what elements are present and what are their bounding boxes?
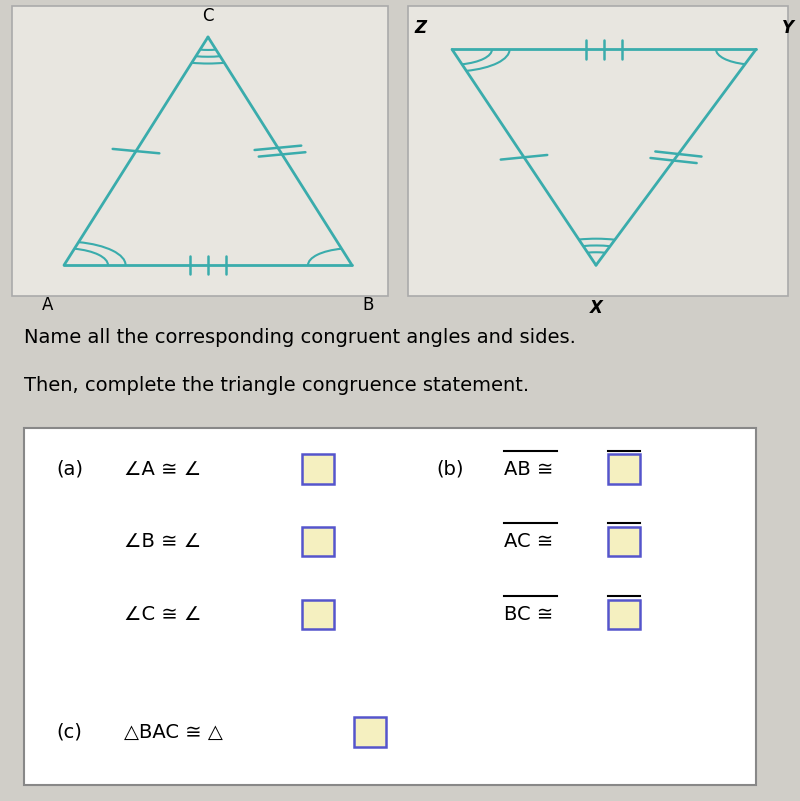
Bar	[302, 454, 334, 484]
Text: ∠A ≅ ∠: ∠A ≅ ∠	[124, 460, 202, 479]
Text: Z: Z	[414, 19, 426, 37]
Text: (b): (b)	[436, 460, 463, 479]
Bar	[302, 527, 334, 557]
Text: X: X	[590, 299, 602, 317]
Bar	[12, 6, 388, 296]
Text: Y: Y	[782, 19, 794, 37]
Bar	[408, 6, 788, 296]
Bar	[608, 600, 640, 629]
Text: AB ≅: AB ≅	[504, 460, 554, 479]
Bar	[354, 718, 386, 747]
Text: B: B	[362, 296, 374, 314]
Text: △BAC ≅ △: △BAC ≅ △	[124, 723, 223, 742]
Text: AC ≅: AC ≅	[504, 533, 554, 551]
Text: Then, complete the triangle congruence statement.: Then, complete the triangle congruence s…	[24, 376, 529, 396]
Bar	[608, 527, 640, 557]
Text: BC ≅: BC ≅	[504, 605, 554, 624]
Bar	[302, 600, 334, 629]
Text: (a): (a)	[56, 460, 83, 479]
Text: A: A	[42, 296, 54, 314]
Text: ∠B ≅ ∠: ∠B ≅ ∠	[124, 533, 202, 551]
Bar	[608, 454, 640, 484]
Text: ∠C ≅ ∠: ∠C ≅ ∠	[124, 605, 202, 624]
Text: (c): (c)	[56, 723, 82, 742]
Text: C: C	[202, 6, 214, 25]
Text: Name all the corresponding congruent angles and sides.: Name all the corresponding congruent ang…	[24, 328, 576, 348]
